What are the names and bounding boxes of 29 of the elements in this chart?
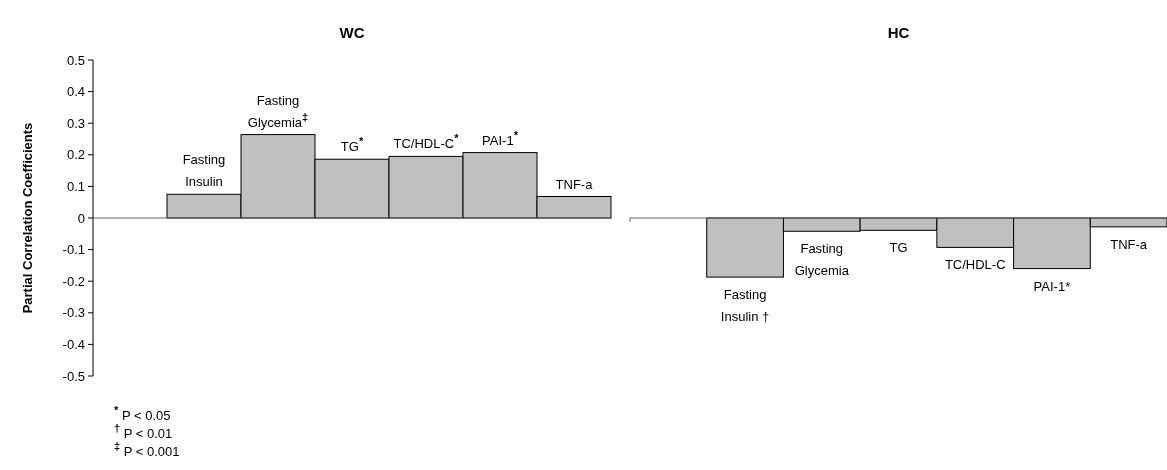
y-tick-label: 0.2 <box>66 147 85 163</box>
x-tick-label: Fasting Insulin † <box>720 287 770 325</box>
chart-title: WC <box>339 24 365 41</box>
y-tick-label: 0.3 <box>66 115 85 131</box>
y-axis-title: Partial Correlation Coefficients <box>20 122 35 314</box>
x-tick-label: Fasting Glycemia$^{‡}$ <box>247 92 309 130</box>
text: $^{‡}$ P < 0.001 <box>114 440 180 459</box>
x-tick-label: TG <box>889 240 908 256</box>
y-tick-label: -0.1 <box>62 242 85 258</box>
x-tick-label: PAI-1* <box>1033 278 1071 294</box>
x-tick-label: TNF-a <box>1110 236 1148 252</box>
y-tick-label: -0.2 <box>62 273 85 289</box>
y-tick-label: 0.5 <box>66 52 85 68</box>
text: $^{*}$ P < 0.05 <box>114 404 171 423</box>
x-tick-label: PAI-1$^{*}$ <box>482 128 519 148</box>
x-tick-label: TNF-a <box>555 176 594 192</box>
chart-title: HC <box>887 24 910 41</box>
y-tick-label: -0.5 <box>62 368 85 384</box>
x-tick-label: Fasting Insulin <box>182 152 226 190</box>
x-tick-label: TC/HDL-C <box>944 257 1006 273</box>
x-tick-label: TG$^{*}$ <box>340 135 364 155</box>
x-tick-label: Fasting Glycemia <box>794 241 850 279</box>
y-tick-label: 0 <box>77 210 85 226</box>
text: $^{†}$ P < 0.01 <box>114 422 173 441</box>
x-tick-label: TC/HDL-C$^{*}$ <box>393 132 460 152</box>
y-tick-label: -0.4 <box>62 336 85 352</box>
y-tick-label: 0.1 <box>66 178 85 194</box>
y-tick-label: 0.4 <box>66 84 85 100</box>
y-tick-label: -0.3 <box>62 305 85 321</box>
